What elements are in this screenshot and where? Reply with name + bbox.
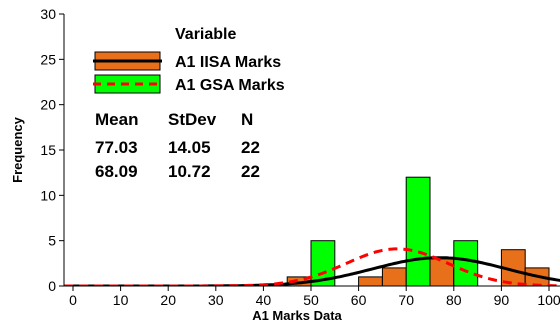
bar-gsa — [405, 176, 431, 287]
y-tick-label: 30 — [40, 6, 56, 22]
x-tick-label: 80 — [446, 292, 462, 308]
stats-cell: 68.09 — [95, 162, 138, 181]
x-tick-label: 0 — [69, 292, 77, 308]
y-tick-label: 5 — [48, 233, 56, 249]
curves-layer — [64, 247, 560, 286]
x-tick-label: 40 — [256, 292, 272, 308]
y-tick-label: 20 — [40, 97, 56, 113]
bar-iisa — [381, 267, 407, 287]
stats-cell: 22 — [241, 138, 260, 157]
stats-cell: 22 — [241, 162, 260, 181]
x-tick-label: 20 — [160, 292, 176, 308]
stats-table: Mean StDev N 77.03 14.05 22 68.09 10.72 22 — [95, 110, 260, 181]
x-axis-title: A1 Marks Data — [252, 308, 342, 323]
bar-gsa — [453, 240, 479, 287]
x-tick-label: 90 — [494, 292, 510, 308]
y-tick-label: 25 — [40, 51, 56, 67]
y-axis-title: Frequency — [10, 116, 25, 183]
legend-title: Variable — [175, 26, 236, 43]
x-tick-label: 10 — [113, 292, 129, 308]
legend-label: A1 IISA Marks — [175, 54, 281, 71]
fit-curve-iisa — [64, 256, 560, 286]
stats-header: StDev — [168, 110, 217, 129]
stats-cell: 10.72 — [168, 162, 211, 181]
stats-cell: 14.05 — [168, 138, 211, 157]
axes-layer: 0 5 10 15 20 25 30 0 10 20 30 40 50 60 70 80 90 100 A1 Mar… — [10, 6, 560, 323]
fit-curve-gsa — [64, 247, 560, 286]
x-tick-label: 60 — [351, 292, 367, 308]
x-tick-label: 30 — [208, 292, 224, 308]
bar-iisa — [358, 276, 383, 287]
stats-header: Mean — [95, 110, 138, 129]
legend: Variable A1 IISA Marks A1 GSA Marks — [93, 26, 285, 94]
x-tick-label: 100 — [537, 292, 560, 308]
stats-cell: 77.03 — [95, 138, 138, 157]
y-tick-label: 0 — [48, 278, 56, 294]
x-tick-label: 70 — [398, 292, 414, 308]
legend-label: A1 GSA Marks — [175, 77, 285, 94]
stats-header: N — [241, 110, 253, 129]
y-tick-label: 10 — [40, 187, 56, 203]
y-tick-label: 15 — [40, 142, 56, 158]
x-tick-label: 50 — [303, 292, 319, 308]
